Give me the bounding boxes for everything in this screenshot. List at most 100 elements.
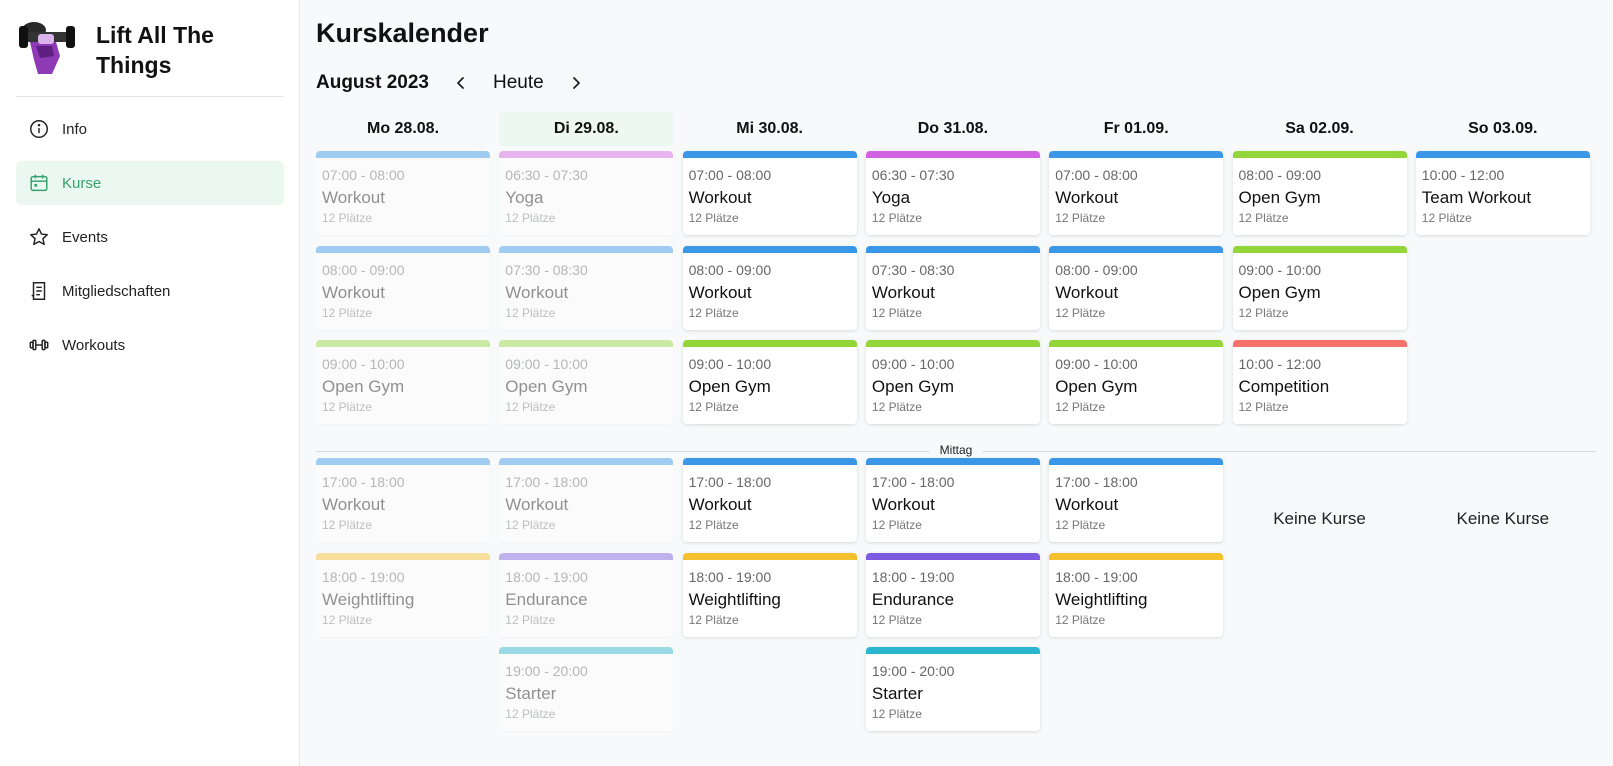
class-card[interactable]: 09:00 - 10:00 Open Gym 12 Plätze xyxy=(499,340,674,424)
sidebar-item-label: Mitgliedschaften xyxy=(62,282,171,300)
class-spots: 12 Plätze xyxy=(1055,305,1106,320)
day-header: Di 29.08. xyxy=(499,112,674,146)
class-card[interactable]: 17:00 - 18:00 Workout 12 Plätze xyxy=(865,458,1040,542)
class-color-bar xyxy=(865,151,1040,158)
class-spots: 12 Plätze xyxy=(1055,211,1106,225)
class-card[interactable]: 09:00 - 10:00 Open Gym 12 Plätze xyxy=(682,340,857,424)
class-color-bar xyxy=(316,245,490,253)
class-spots: 12 Plätze xyxy=(688,518,739,532)
class-card[interactable]: 06:30 - 07:30 Yoga 12 Plätze xyxy=(499,151,674,235)
class-card[interactable]: 07:00 - 08:00 Workout 12 Plätze xyxy=(316,151,490,235)
class-time: 06:30 - 07:30 xyxy=(505,167,588,183)
class-time: 18:00 - 19:00 xyxy=(322,568,405,585)
class-card[interactable]: 09:00 - 10:00 Open Gym 12 Plätze xyxy=(1049,340,1224,424)
class-color-bar xyxy=(1049,458,1224,465)
class-color-bar xyxy=(316,458,490,465)
class-card[interactable]: 07:00 - 08:00 Workout 12 Plätze xyxy=(1049,151,1224,235)
class-title: Open Gym xyxy=(1238,188,1321,207)
class-card[interactable]: 17:00 - 18:00 Workout 12 Plätze xyxy=(316,458,490,542)
sidebar-item-info[interactable]: Info xyxy=(16,107,284,151)
class-color-bar xyxy=(1049,151,1224,158)
no-classes-label: Keine Kurse xyxy=(1273,509,1366,528)
class-color-bar xyxy=(499,340,674,347)
class-spots: 12 Plätze xyxy=(1421,211,1472,225)
class-color-bar xyxy=(682,245,857,253)
class-card[interactable]: 08:00 - 09:00 Workout 12 Plätze xyxy=(316,245,490,330)
class-card[interactable]: 09:00 - 10:00 Open Gym 12 Plätze xyxy=(316,340,490,424)
sidebar-item-workouts[interactable]: Workouts xyxy=(16,323,284,367)
day-header: So 03.09. xyxy=(1468,120,1538,137)
chevron-right-icon[interactable] xyxy=(564,71,588,95)
class-color-bar xyxy=(499,245,674,253)
class-title: Workout xyxy=(688,282,752,302)
class-card[interactable]: 08:00 - 09:00 Workout 12 Plätze xyxy=(682,245,857,330)
class-title: Workout xyxy=(1055,282,1119,302)
class-color-bar xyxy=(1232,340,1407,347)
class-card[interactable]: 08:00 - 09:00 Open Gym 12 Plätze xyxy=(1232,151,1407,235)
brand-name: Lift All The Things xyxy=(96,22,214,78)
week-grid: Mittag Mo 28.08. 07:00 - 08:00 Workout 12 P… xyxy=(316,112,1596,766)
class-spots: 12 Plätze xyxy=(688,305,739,320)
class-card[interactable]: 09:00 - 10:00 Open Gym 12 Plätze xyxy=(865,340,1040,424)
class-time: 19:00 - 20:00 xyxy=(505,663,588,679)
class-card[interactable]: 17:00 - 18:00 Workout 12 Plätze xyxy=(1049,458,1224,542)
class-title: Workout xyxy=(322,188,385,207)
class-color-bar xyxy=(316,151,490,158)
class-spots: 12 Plätze xyxy=(505,612,556,627)
class-color-bar xyxy=(316,552,490,560)
class-color-bar xyxy=(682,552,857,560)
class-card[interactable]: 10:00 - 12:00 Team Workout 12 Plätze xyxy=(1415,151,1590,235)
class-time: 09:00 - 10:00 xyxy=(1055,356,1138,372)
class-time: 07:00 - 08:00 xyxy=(322,167,405,183)
class-card[interactable]: 07:30 - 08:30 Workout 12 Plätze xyxy=(499,245,674,330)
day-column: Di 29.08. 06:30 - 07:30 Yoga 12 Plätze 07:30… xyxy=(499,112,674,731)
class-card[interactable]: 19:00 - 20:00 Starter 12 Plätze xyxy=(499,647,674,731)
sidebar-item-label: Events xyxy=(62,228,108,246)
class-card[interactable]: 18:00 - 19:00 Weightlifting 12 Plätze xyxy=(682,552,857,637)
class-spots: 12 Plätze xyxy=(505,400,556,414)
class-spots: 12 Plätze xyxy=(1238,400,1289,414)
class-time: 09:00 - 10:00 xyxy=(871,356,955,372)
class-card[interactable]: 17:00 - 18:00 Workout 12 Plätze xyxy=(499,458,674,542)
class-card[interactable]: 18:00 - 19:00 Endurance 12 Plätze xyxy=(865,552,1040,637)
class-color-bar xyxy=(316,340,490,347)
class-title: Starter xyxy=(871,684,923,703)
class-title: Endurance xyxy=(871,589,955,609)
class-card[interactable]: 09:00 - 10:00 Open Gym 12 Plätze xyxy=(1232,245,1407,330)
brand: Lift All The Things xyxy=(16,16,284,97)
class-spots: 12 Plätze xyxy=(871,305,922,320)
class-card[interactable]: 07:30 - 08:30 Workout 12 Plätze xyxy=(865,245,1040,330)
sidebar-item-events[interactable]: Events xyxy=(16,215,284,259)
class-spots: 12 Plätze xyxy=(1055,518,1106,532)
sidebar-item-label: Info xyxy=(62,120,88,138)
class-spots: 12 Plätze xyxy=(871,400,922,414)
calendar-navigation: August 2023 Heute xyxy=(316,71,588,95)
class-card[interactable]: 18:00 - 19:00 Endurance 12 Plätze xyxy=(499,552,674,637)
class-color-bar xyxy=(865,340,1040,347)
today-button[interactable]: Heute xyxy=(492,72,544,93)
class-time: 10:00 - 12:00 xyxy=(1238,356,1322,372)
class-card[interactable]: 17:00 - 18:00 Workout 12 Plätze xyxy=(682,458,857,542)
class-card[interactable]: 18:00 - 19:00 Weightlifting 12 Plätze xyxy=(316,552,490,637)
class-time: 18:00 - 19:00 xyxy=(871,568,955,585)
chevron-left-icon[interactable] xyxy=(449,71,473,95)
day-column: Do 31.08. 06:30 - 07:30 Yoga 12 Plätze 07:30… xyxy=(865,112,1040,731)
document-icon xyxy=(28,280,50,302)
class-card[interactable]: 07:00 - 08:00 Workout 12 Plätze xyxy=(682,151,857,235)
class-card[interactable]: 18:00 - 19:00 Weightlifting 12 Plätze xyxy=(1049,552,1224,637)
class-card[interactable]: 06:30 - 07:30 Yoga 12 Plätze xyxy=(865,151,1040,235)
class-card[interactable]: 19:00 - 20:00 Starter 12 Plätze xyxy=(865,647,1040,731)
class-spots: 12 Plätze xyxy=(1238,211,1289,225)
class-card[interactable]: 08:00 - 09:00 Workout 12 Plätze xyxy=(1049,245,1224,330)
class-color-bar xyxy=(499,647,674,654)
class-time: 07:00 - 08:00 xyxy=(688,167,772,183)
sidebar-item-mitgliedschaften[interactable]: Mitgliedschaften xyxy=(16,269,284,313)
day-column: Fr 01.09. 07:00 - 08:00 Workout 12 Plätze 08… xyxy=(1049,112,1224,637)
class-card[interactable]: 10:00 - 12:00 Competition 12 Plätze xyxy=(1232,340,1407,424)
class-title: Weightlifting xyxy=(322,589,415,609)
class-spots: 12 Plätze xyxy=(688,400,739,414)
class-title: Workout xyxy=(688,188,752,207)
sidebar-item-kurse[interactable]: Kurse xyxy=(16,161,284,205)
class-time: 17:00 - 18:00 xyxy=(688,474,772,490)
dumbbell-fist-logo-icon[interactable] xyxy=(16,16,78,78)
